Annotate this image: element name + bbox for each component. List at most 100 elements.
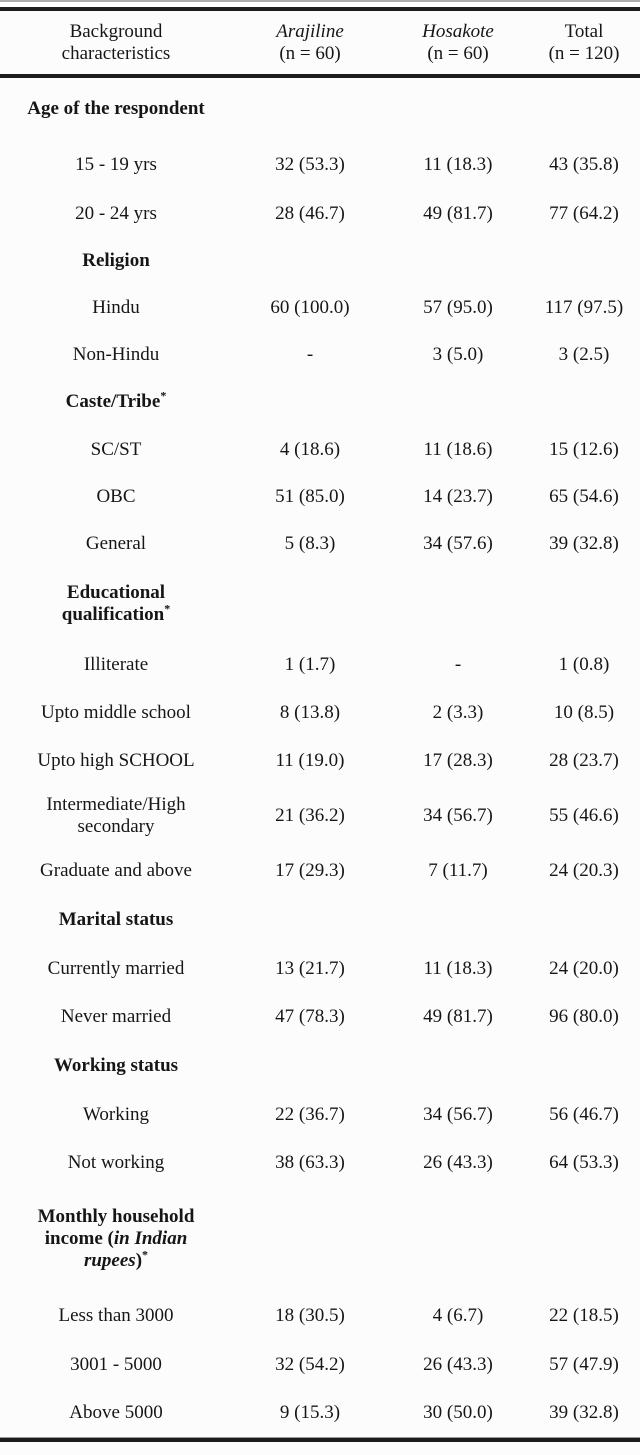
cell-value: 77 (64.2) (549, 202, 619, 224)
cell-value: 51 (85.0) (275, 485, 345, 507)
value-cell: 57 (95.0) (388, 297, 528, 319)
cell-value: 14 (23.7) (423, 485, 493, 507)
header-cell-background-characteristics: Background characteristics (0, 21, 232, 65)
cell-value: 96 (80.0) (549, 1006, 619, 1027)
row-label: Working (82, 1104, 150, 1125)
value-cell: 11 (18.3) (388, 154, 528, 176)
row-label-cell: Less than 3000 (0, 1305, 232, 1327)
row-label-cell: General (0, 533, 232, 555)
section-label-part: in Indian rupees (83, 1228, 188, 1271)
row-label-cell: 15 - 19 yrs (0, 154, 232, 176)
value-cell: 28 (46.7) (232, 203, 388, 225)
cell-value: 15 (12.6) (549, 438, 619, 460)
cell-value: 47 (78.3) (275, 1006, 345, 1027)
header-col-name-hosakote: Hosakote (422, 20, 494, 42)
section-row: Working status (0, 1041, 640, 1091)
table-row: Upto high SCHOOL 11 (19.0) 17 (28.3) 28 (23… (0, 737, 640, 785)
top-outer-rule (0, 0, 640, 2)
value-cell: 51 (85.0) (232, 486, 388, 508)
value-cell: 9 (15.3) (232, 1402, 388, 1424)
row-label-cell: Marital status (0, 909, 232, 931)
cell-value: 4 (6.7) (432, 1305, 484, 1326)
cell-value: 3 (5.0) (432, 343, 484, 365)
cell-value: 39 (32.8) (549, 532, 619, 554)
table-row: Hindu 60 (100.0) 57 (95.0) 117 (97.5) (0, 284, 640, 331)
value-cell: 117 (97.5) (528, 297, 640, 319)
cell-value: 3 (2.5) (558, 343, 610, 365)
row-label-cell: Never married (0, 1006, 232, 1028)
value-cell: 3 (5.0) (388, 344, 528, 366)
value-cell: 49 (81.7) (388, 203, 528, 225)
value-cell: 4 (6.7) (388, 1305, 528, 1327)
row-label-cell: Graduate and above (0, 860, 232, 882)
value-cell: 22 (18.5) (528, 1305, 640, 1327)
cell-value: 117 (97.5) (544, 296, 624, 318)
cell-value: 34 (56.7) (423, 805, 493, 826)
cell-value: 34 (56.7) (423, 1104, 493, 1125)
cell-value: 21 (36.2) (275, 805, 345, 826)
value-cell: 77 (64.2) (528, 203, 640, 225)
section-label: Age of the respondent (27, 98, 205, 120)
cell-value: 1 (0.8) (558, 654, 610, 675)
section-label: Educational qualification* (16, 582, 216, 626)
row-label: Illiterate (83, 654, 149, 675)
table-body: Age of the respondent 15 - 19 yrs 32 (53.3… (0, 78, 640, 1437)
value-cell: 34 (56.7) (388, 805, 528, 827)
row-label-cell: Working (0, 1104, 232, 1126)
section-row: Educational qualification* (0, 567, 640, 641)
value-cell: 2 (3.3) (388, 702, 528, 724)
table-row: OBC 51 (85.0) 14 (23.7) 65 (54.6) (0, 473, 640, 520)
cell-value: 55 (46.6) (549, 805, 619, 826)
cell-value: 11 (18.3) (423, 154, 493, 175)
table-row: General 5 (8.3) 34 (57.6) 39 (32.8) (0, 520, 640, 567)
row-label: Above 5000 (69, 1402, 163, 1423)
row-label-cell: Hindu (0, 297, 232, 319)
row-label: SC/ST (90, 438, 142, 460)
table-row: SC/ST 4 (18.6) 11 (18.6) 15 (12.6) (0, 426, 640, 473)
table-row: Graduate and above 17 (29.3) 7 (11.7) 24 (2… (0, 847, 640, 895)
cell-value: - (454, 654, 462, 675)
section-label: Working status (54, 1055, 178, 1077)
bottom-rule (0, 1438, 640, 1442)
section-row: Monthly household income (in Indian rupe… (0, 1187, 640, 1291)
row-label-cell: Not working (0, 1152, 232, 1174)
value-cell: 11 (19.0) (232, 750, 388, 772)
cell-value: 26 (43.3) (423, 1354, 493, 1375)
table-row: Working 22 (36.7) 34 (56.7) 56 (46.7) (0, 1091, 640, 1139)
value-cell: 39 (32.8) (528, 533, 640, 555)
cell-value: 32 (54.2) (275, 1354, 345, 1375)
value-cell: 5 (8.3) (232, 533, 388, 555)
value-cell: 47 (78.3) (232, 1006, 388, 1028)
section-row: Age of the respondent (0, 78, 640, 140)
value-cell: 34 (56.7) (388, 1104, 528, 1126)
value-cell: 17 (29.3) (232, 860, 388, 882)
cell-value: 11 (18.6) (423, 438, 493, 460)
cell-value: 1 (1.7) (284, 654, 336, 675)
row-label: Not working (67, 1152, 165, 1173)
cell-value: 11 (18.3) (423, 958, 493, 979)
value-cell: 26 (43.3) (388, 1152, 528, 1174)
value-cell: 10 (8.5) (528, 702, 640, 724)
table-row: 3001 - 5000 32 (54.2) 26 (43.3) 57 (47.9) (0, 1341, 640, 1389)
value-cell: - (232, 344, 388, 366)
table-row: Above 5000 9 (15.3) 30 (50.0) 39 (32.8) (0, 1389, 640, 1437)
row-label: 20 - 24 yrs (75, 202, 157, 224)
value-cell: 32 (54.2) (232, 1354, 388, 1376)
section-row: Caste/Tribe* (0, 378, 640, 426)
row-label: Non-Hindu (72, 343, 160, 365)
table-header-row: Background characteristics Arajiline (n … (0, 11, 640, 74)
value-cell: 8 (13.8) (232, 702, 388, 724)
row-label-cell: Intermediate/High secondary (0, 794, 232, 838)
value-cell: 56 (46.7) (528, 1104, 640, 1126)
cell-value: 57 (47.9) (549, 1354, 619, 1375)
row-label: 3001 - 5000 (70, 1354, 162, 1375)
cell-value: 5 (8.3) (284, 532, 336, 554)
value-cell: 34 (57.6) (388, 533, 528, 555)
row-label-cell: Caste/Tribe* (0, 390, 232, 413)
table-row: Less than 3000 18 (30.5) 4 (6.7) 22 (18.5) (0, 1291, 640, 1341)
cell-value: 56 (46.7) (549, 1104, 619, 1125)
header-label-background-characteristics: Background characteristics (61, 20, 171, 64)
value-cell: 11 (18.6) (388, 439, 528, 461)
section-label-part: Religion (82, 249, 150, 271)
